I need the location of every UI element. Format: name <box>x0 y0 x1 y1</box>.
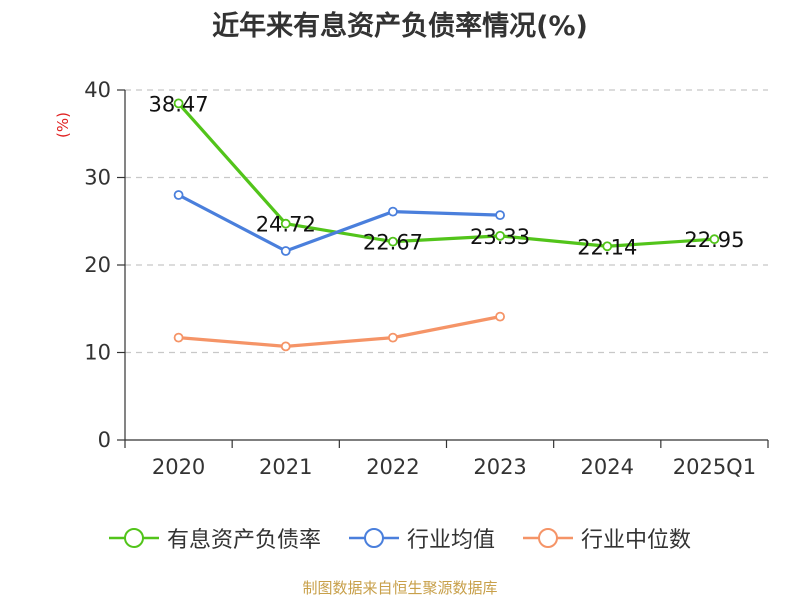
x-tick-label: 2021 <box>259 455 312 479</box>
grid-lines <box>125 89 768 354</box>
source-note: 制图数据来自恒生聚源数据库 <box>302 579 498 597</box>
legend-label: 行业中位数 <box>581 528 692 553</box>
series-line-0 <box>177 102 715 248</box>
y-tick-label: 0 <box>98 428 111 452</box>
data-labels: 38.47 24.72 22.67 23.33 22.14 22.95 <box>149 92 745 259</box>
data-point <box>173 190 184 200</box>
legend-item[interactable]: 行业均值 <box>348 522 495 554</box>
legend-swatch <box>108 528 159 548</box>
data-point <box>280 246 291 256</box>
data-label: 22.67 <box>363 231 423 255</box>
legend: 有息资产负债率 行业均值 行业中位数 <box>0 520 800 556</box>
axes: 0 10 20 30 40 (%) 2020 2021 2022 2023 2024 2025Q1 <box>54 78 769 479</box>
y-tick-label: 40 <box>84 78 111 102</box>
y-axis-label: (%) <box>54 112 72 138</box>
legend-marker <box>538 528 558 548</box>
legend-item[interactable]: 有息资产负债率 <box>108 522 321 554</box>
legend-swatch <box>348 528 399 548</box>
x-tick-label: 2024 <box>581 455 634 479</box>
data-point <box>388 332 398 343</box>
x-tick-label: 2023 <box>473 455 526 479</box>
data-point <box>173 98 184 109</box>
data-point <box>280 341 291 352</box>
series-line-1 <box>177 193 501 253</box>
series-line-2 <box>178 315 501 348</box>
legend-swatch <box>523 528 573 548</box>
data-point <box>602 241 613 252</box>
data-point <box>495 230 505 241</box>
data-label: 24.72 <box>256 213 316 237</box>
data-point <box>495 311 505 322</box>
y-tick-label: 30 <box>84 166 111 190</box>
legend-item[interactable]: 行业中位数 <box>523 522 691 554</box>
y-tick-label: 20 <box>84 253 111 277</box>
data-label: 38.47 <box>149 92 209 116</box>
x-tick-label: 2022 <box>366 455 419 479</box>
x-tick-label: 2025Q1 <box>673 455 756 479</box>
legend-label: 行业均值 <box>406 528 495 553</box>
data-point <box>495 210 505 221</box>
legend-marker <box>363 528 384 548</box>
x-tick-label: 2020 <box>152 455 205 479</box>
legend-marker <box>123 528 144 548</box>
legend-label: 有息资产负债率 <box>166 528 321 553</box>
y-tick-label: 10 <box>84 341 111 365</box>
data-point <box>388 236 398 247</box>
data-label: 23.33 <box>470 225 530 249</box>
data-label: 22.95 <box>684 228 744 252</box>
data-point <box>280 218 291 229</box>
series-lines <box>173 98 720 352</box>
data-point <box>388 206 398 217</box>
data-label: 22.14 <box>577 235 637 259</box>
data-point <box>709 234 720 245</box>
chart-title: 近年来有息资产负债率情况(%) <box>212 11 588 42</box>
data-point <box>173 332 184 343</box>
